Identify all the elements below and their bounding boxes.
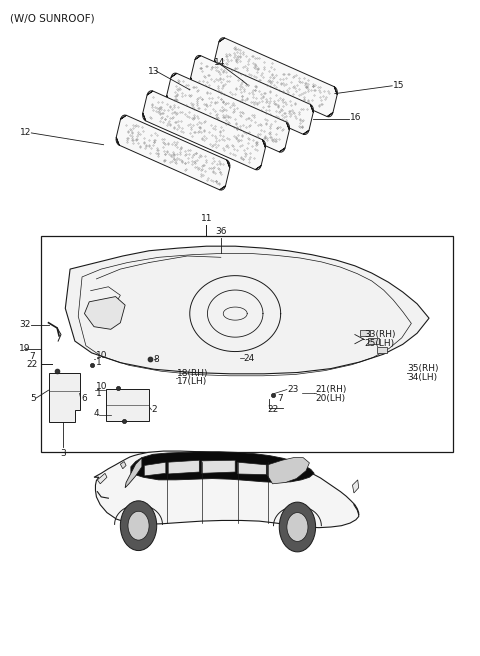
Polygon shape <box>215 37 337 117</box>
Polygon shape <box>116 115 230 190</box>
Circle shape <box>287 512 308 541</box>
Polygon shape <box>168 461 199 474</box>
Polygon shape <box>131 452 314 483</box>
Polygon shape <box>84 297 125 329</box>
Text: 15: 15 <box>393 81 405 91</box>
Text: 23: 23 <box>287 385 298 394</box>
Bar <box>360 330 370 336</box>
Text: 7: 7 <box>277 394 283 403</box>
Text: 35(RH): 35(RH) <box>408 364 439 373</box>
Polygon shape <box>143 91 265 170</box>
Text: 34(LH): 34(LH) <box>408 373 438 382</box>
Bar <box>368 338 379 344</box>
Polygon shape <box>94 451 359 527</box>
Polygon shape <box>238 462 266 475</box>
Circle shape <box>279 502 316 552</box>
Bar <box>377 347 387 353</box>
Polygon shape <box>144 462 166 476</box>
Text: 4: 4 <box>93 409 99 419</box>
Text: 11: 11 <box>201 214 212 222</box>
Text: 10: 10 <box>96 351 107 360</box>
Text: 22: 22 <box>26 360 37 369</box>
Text: 8: 8 <box>154 355 159 364</box>
Text: 24: 24 <box>244 354 255 363</box>
Text: 36: 36 <box>215 228 227 236</box>
Polygon shape <box>120 462 126 469</box>
Polygon shape <box>167 73 289 152</box>
Text: 12: 12 <box>20 129 31 137</box>
Text: 19: 19 <box>19 344 30 354</box>
Text: 1: 1 <box>96 358 101 367</box>
Polygon shape <box>352 480 359 493</box>
Polygon shape <box>65 246 429 374</box>
Text: 6: 6 <box>81 394 87 403</box>
Text: 14: 14 <box>214 58 225 68</box>
Polygon shape <box>268 458 310 483</box>
Polygon shape <box>48 373 80 422</box>
Text: 2: 2 <box>152 405 157 415</box>
Bar <box>41 236 453 453</box>
Text: 7: 7 <box>29 352 35 361</box>
Polygon shape <box>125 458 142 487</box>
Text: 10: 10 <box>96 382 107 391</box>
Text: 20(LH): 20(LH) <box>316 394 346 403</box>
Text: (W/O SUNROOF): (W/O SUNROOF) <box>10 14 95 24</box>
Circle shape <box>128 511 149 540</box>
Text: 17(LH): 17(LH) <box>177 377 207 386</box>
Text: 22: 22 <box>268 405 279 414</box>
Text: 13: 13 <box>148 67 160 76</box>
Polygon shape <box>202 461 235 474</box>
Text: 18(RH): 18(RH) <box>177 369 208 379</box>
Polygon shape <box>97 474 107 483</box>
Polygon shape <box>191 55 313 134</box>
Text: 3: 3 <box>60 449 66 458</box>
Polygon shape <box>106 389 149 421</box>
Text: 25(LH): 25(LH) <box>364 339 395 348</box>
Text: 21(RH): 21(RH) <box>316 385 347 394</box>
Text: 5: 5 <box>30 394 36 403</box>
Text: 33(RH): 33(RH) <box>364 330 396 339</box>
Text: 16: 16 <box>350 113 361 122</box>
Circle shape <box>120 501 157 550</box>
Text: 32: 32 <box>20 320 31 329</box>
Text: 1: 1 <box>96 389 101 398</box>
